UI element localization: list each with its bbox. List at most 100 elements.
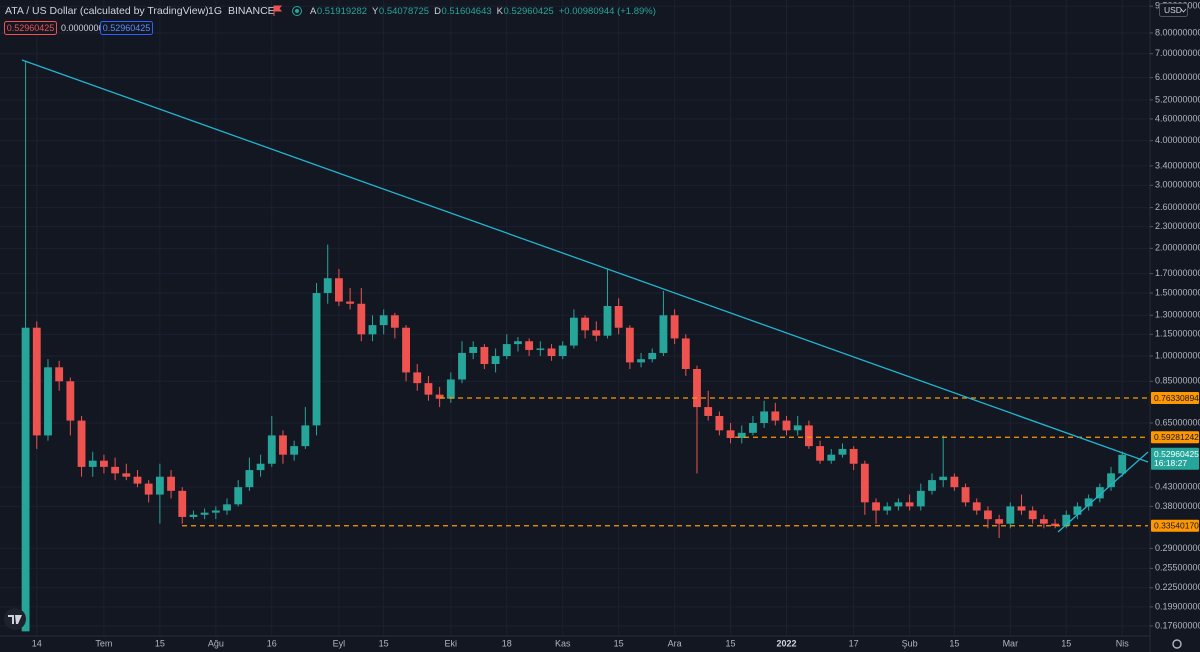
status-icon xyxy=(292,6,302,16)
candle-body xyxy=(648,352,657,360)
level-label-box xyxy=(1151,392,1199,405)
candle-body xyxy=(435,394,444,399)
candle-body xyxy=(1039,519,1048,524)
y-tick-label: 0.19900000 xyxy=(1155,601,1200,611)
buy-box[interactable] xyxy=(100,21,153,35)
x-tick-label: Ara xyxy=(668,638,682,648)
candle-body xyxy=(32,327,41,436)
y-tick-label: 0.17600000 xyxy=(1155,620,1200,630)
candle-body xyxy=(1095,487,1104,499)
sell-box[interactable] xyxy=(4,21,57,35)
axes: 9.500000008.000000007.000000006.00000000… xyxy=(32,1,1200,649)
currency-button[interactable] xyxy=(1159,3,1188,17)
ohlc-key: Y xyxy=(372,6,379,17)
y-tick-label: 1.50000000 xyxy=(1155,287,1200,297)
candle-body xyxy=(995,519,1004,524)
x-tick-label: Kas xyxy=(555,638,571,648)
candle-body xyxy=(793,425,802,431)
y-tick-label: 2.60000000 xyxy=(1155,202,1200,212)
candle-body xyxy=(100,460,108,467)
candle-body xyxy=(458,352,466,380)
candle-body xyxy=(379,315,388,326)
exchange: BINANCE xyxy=(228,5,275,17)
x-tick-label: Eki xyxy=(445,638,458,648)
level-label: 0.59281242 xyxy=(1154,432,1199,442)
flag-icon[interactable] xyxy=(273,5,283,16)
candle-body xyxy=(693,368,701,408)
candle-body xyxy=(614,306,623,328)
candle-body xyxy=(637,359,645,363)
x-tick-label: 18 xyxy=(502,638,512,648)
candle-body xyxy=(1017,506,1026,511)
candle-body xyxy=(760,411,769,423)
candle-body xyxy=(1118,454,1127,474)
candle-body xyxy=(838,448,847,455)
candle-body xyxy=(312,293,321,426)
candle-body xyxy=(670,315,679,339)
trend-line[interactable] xyxy=(21,59,1149,463)
settings-icon[interactable] xyxy=(1172,639,1182,649)
candle-body xyxy=(368,325,377,335)
candle-body xyxy=(480,346,489,365)
candle-body xyxy=(625,327,634,363)
candle-body xyxy=(1062,514,1071,526)
candle-body xyxy=(972,502,981,511)
x-tick-label: Ağu xyxy=(208,638,224,648)
candle-body xyxy=(55,367,64,382)
candle-body xyxy=(155,476,164,495)
x-tick-label: 16 xyxy=(267,638,277,648)
y-tick-label: 3.00000000 xyxy=(1155,180,1200,190)
ohlc-value: 0.51919282 xyxy=(317,6,367,17)
level-label: 0.33540170 xyxy=(1154,521,1199,531)
candle-body xyxy=(514,341,522,345)
candle-body xyxy=(402,327,410,373)
candle-body xyxy=(1084,498,1093,507)
y-tick-label: 4.00000000 xyxy=(1155,135,1200,145)
trend-line[interactable] xyxy=(1057,451,1149,533)
candle-body xyxy=(558,345,567,357)
y-tick-label: 0.85000000 xyxy=(1155,376,1200,386)
x-tick-label: 17 xyxy=(849,638,859,648)
x-tick-label: 15 xyxy=(726,638,736,648)
candle-body xyxy=(715,415,724,431)
ohlc-values: A 0.51919282 Y 0.54078725 D 0.51604643 K 0.5296… xyxy=(310,6,656,17)
symbol-name[interactable]: ATA / US Dollar (calculated by TradingVi… xyxy=(5,5,209,17)
interval[interactable]: 1G xyxy=(208,5,222,17)
candle-body xyxy=(816,446,825,461)
candle-body xyxy=(749,422,757,433)
y-tick-label: 1.00000000 xyxy=(1155,350,1200,360)
sell-price: 0.52960425 xyxy=(7,23,55,33)
logo-mark xyxy=(8,615,22,624)
candle-body xyxy=(122,473,131,477)
candle-body xyxy=(111,466,120,474)
candle-body xyxy=(916,490,925,507)
candle-body xyxy=(346,301,355,304)
y-tick-label: 1.15000000 xyxy=(1155,329,1200,339)
ohlc-key: A xyxy=(310,6,317,17)
candle-body xyxy=(1051,523,1059,526)
drawings xyxy=(21,59,1149,533)
candle-body xyxy=(569,317,578,346)
y-tick-label: 2.30000000 xyxy=(1155,221,1200,231)
candle-body xyxy=(883,506,892,511)
y-tick-label: 3.40000000 xyxy=(1155,160,1200,170)
ohlc-key: D xyxy=(434,6,441,17)
candle-body xyxy=(390,315,399,328)
candle-body xyxy=(211,510,220,513)
candle-body xyxy=(771,411,780,421)
candle-body xyxy=(469,346,478,353)
countdown: 16:18:27 xyxy=(1154,458,1187,468)
candle-body xyxy=(21,327,30,632)
candle-body xyxy=(223,504,231,511)
last-price-box xyxy=(1151,447,1199,470)
candle-body xyxy=(245,470,254,488)
candle-body xyxy=(1028,510,1037,520)
last-price: 0.52960425 xyxy=(1154,449,1199,459)
candle-body xyxy=(357,303,366,335)
candle-body xyxy=(737,432,746,439)
y-tick-label: 0.25500000 xyxy=(1155,563,1200,573)
candle-body xyxy=(88,460,97,467)
candle-body xyxy=(144,483,153,495)
candle-body xyxy=(234,487,243,505)
